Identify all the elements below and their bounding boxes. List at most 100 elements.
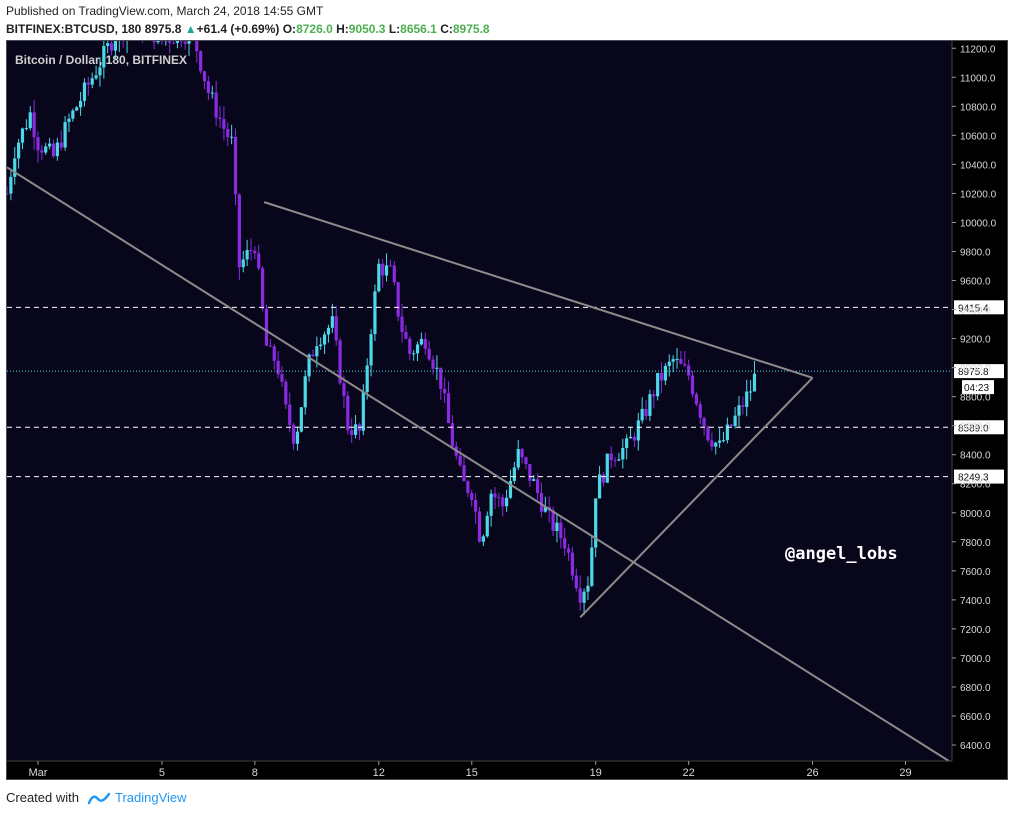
candle xyxy=(288,392,292,433)
candle-body xyxy=(342,383,346,396)
candle-body xyxy=(210,92,214,94)
candle-body xyxy=(729,424,733,427)
candle xyxy=(17,138,21,169)
candle xyxy=(365,358,369,400)
candle-body xyxy=(17,142,21,159)
candle-body xyxy=(485,515,489,537)
candle xyxy=(683,350,687,367)
candle-body xyxy=(687,365,691,376)
candle xyxy=(474,493,478,524)
candle-body xyxy=(516,449,520,468)
candle xyxy=(493,486,497,509)
candle-body xyxy=(505,497,509,507)
candle xyxy=(698,400,702,425)
level-price-label: 9415.4 xyxy=(958,303,989,314)
candle xyxy=(102,41,106,79)
candle xyxy=(427,340,431,361)
candle xyxy=(122,41,124,48)
candle-body xyxy=(350,430,354,435)
candle xyxy=(384,253,389,282)
x-axis: Mar 5 8 12 15 19 22 26 29 xyxy=(7,760,952,779)
candle xyxy=(175,41,180,49)
x-tick-label: 29 xyxy=(899,767,911,779)
candle-body xyxy=(78,100,83,108)
candle xyxy=(264,304,269,347)
candle xyxy=(706,425,710,443)
tradingview-logo-icon xyxy=(87,792,111,804)
candle-body xyxy=(373,291,377,335)
candle-body xyxy=(272,346,276,361)
candle xyxy=(539,482,544,518)
watermark-text: @angel_lobs xyxy=(785,544,898,564)
candle-body xyxy=(156,41,160,43)
candle-body xyxy=(311,354,315,357)
candle xyxy=(675,347,679,369)
candle xyxy=(261,266,265,312)
candle-body xyxy=(559,522,563,539)
candle-body xyxy=(295,431,300,444)
candle-body xyxy=(245,250,249,260)
candle xyxy=(126,41,128,54)
chart-title: Bitcoin / Dollar, 180, BITFINEX xyxy=(15,53,187,67)
candle xyxy=(195,41,199,63)
candle-body xyxy=(636,420,640,441)
candle-body xyxy=(423,338,427,349)
candle-body xyxy=(171,42,176,44)
candle-body xyxy=(702,417,706,427)
candle xyxy=(241,250,245,273)
candle xyxy=(497,492,501,508)
candle-body xyxy=(7,193,9,195)
candle xyxy=(419,332,424,346)
candle xyxy=(532,474,536,482)
candle xyxy=(574,568,578,592)
candle-body xyxy=(237,194,241,268)
candle xyxy=(415,341,420,362)
candle-body xyxy=(644,408,648,416)
candle xyxy=(303,370,307,415)
trendline-layer xyxy=(7,166,950,762)
candle-body xyxy=(20,128,25,143)
candle-body xyxy=(458,455,462,466)
candle xyxy=(400,303,404,343)
candle-body xyxy=(222,119,226,129)
candle-body xyxy=(152,41,156,43)
candle xyxy=(342,375,346,409)
candle-body xyxy=(346,395,350,431)
price-chart[interactable]: 9415.4 8589.0 8249.3 8975.8 04:23 6400.0 6600… xyxy=(7,41,1007,779)
candle xyxy=(621,438,625,469)
candle-body xyxy=(400,316,404,333)
candle xyxy=(752,360,757,392)
candle-body xyxy=(594,498,598,548)
candle-body xyxy=(218,117,222,120)
candle xyxy=(559,517,563,549)
candle xyxy=(7,186,9,196)
grid-layer xyxy=(7,41,1007,779)
candle xyxy=(28,105,32,131)
y-tick-label: 11200.0 xyxy=(960,44,996,55)
candle xyxy=(613,456,617,467)
candle-body xyxy=(32,112,36,138)
candle-body xyxy=(617,459,621,461)
candle xyxy=(543,496,547,513)
tradingview-link[interactable]: TradingView xyxy=(87,790,187,805)
y-tick-label: 8400.0 xyxy=(960,451,991,462)
y-tick-label: 9600.0 xyxy=(960,277,991,288)
candle xyxy=(632,432,637,448)
candle-body xyxy=(446,393,451,424)
candle xyxy=(253,245,257,260)
candle xyxy=(663,363,668,385)
candle-body xyxy=(501,497,505,507)
candle-body xyxy=(528,464,532,481)
candle xyxy=(214,80,218,127)
x-tick-label: 26 xyxy=(806,767,818,779)
candle xyxy=(597,465,602,499)
candle xyxy=(605,453,609,483)
y-tick-label: 8200.0 xyxy=(960,480,991,491)
level-price-box xyxy=(954,469,1004,484)
candle-body xyxy=(667,361,671,366)
candle xyxy=(586,576,590,600)
candle xyxy=(233,128,238,206)
candle xyxy=(718,428,722,448)
candle-body xyxy=(477,511,482,542)
x-tick-label: 19 xyxy=(590,767,602,779)
